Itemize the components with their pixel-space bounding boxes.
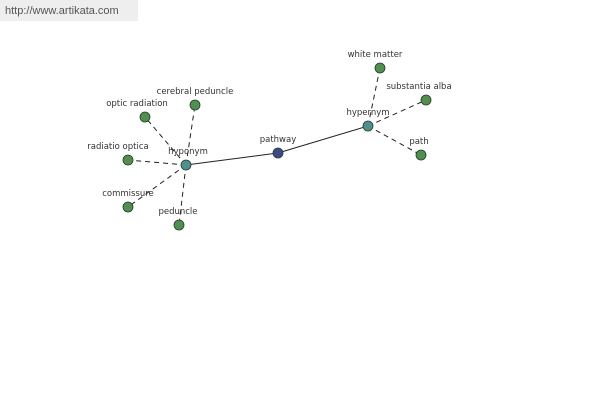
site-url[interactable]: http://www.artikata.com	[5, 5, 119, 17]
dashed-edge	[178, 164, 187, 226]
node	[122, 154, 134, 166]
node-label: cerebral peduncle	[157, 87, 234, 97]
node	[415, 149, 427, 161]
dashed-edge	[185, 104, 196, 166]
node	[173, 219, 185, 231]
nodes: pathway hyponym hypernym white matter substa…	[87, 50, 452, 231]
node-label: substantia alba	[386, 82, 451, 92]
edges	[127, 67, 427, 226]
node-label: pathway	[260, 135, 297, 145]
node-label: commissure	[102, 189, 154, 199]
node	[374, 62, 386, 74]
dashed-edge	[144, 116, 187, 166]
node-label: optic radiation	[106, 99, 168, 109]
dashed-edge	[127, 159, 187, 166]
node-label: path	[409, 137, 428, 147]
dashed-edge	[367, 125, 422, 156]
node	[180, 159, 192, 171]
node-label: peduncle	[158, 207, 197, 217]
node	[122, 201, 134, 213]
node-label: hyponym	[168, 147, 208, 157]
dashed-edge	[367, 67, 381, 127]
node	[272, 147, 284, 159]
edge	[185, 152, 279, 166]
node	[189, 99, 201, 111]
url-box	[0, 0, 138, 21]
dashed-edge	[367, 99, 427, 127]
dashed-edge	[127, 164, 187, 208]
node-label: radiatio optica	[87, 142, 148, 152]
node	[420, 94, 432, 106]
node	[139, 111, 151, 123]
node	[362, 120, 374, 132]
node-label: hypernym	[346, 108, 389, 118]
edge	[277, 125, 369, 154]
node-label: white matter	[348, 50, 403, 60]
